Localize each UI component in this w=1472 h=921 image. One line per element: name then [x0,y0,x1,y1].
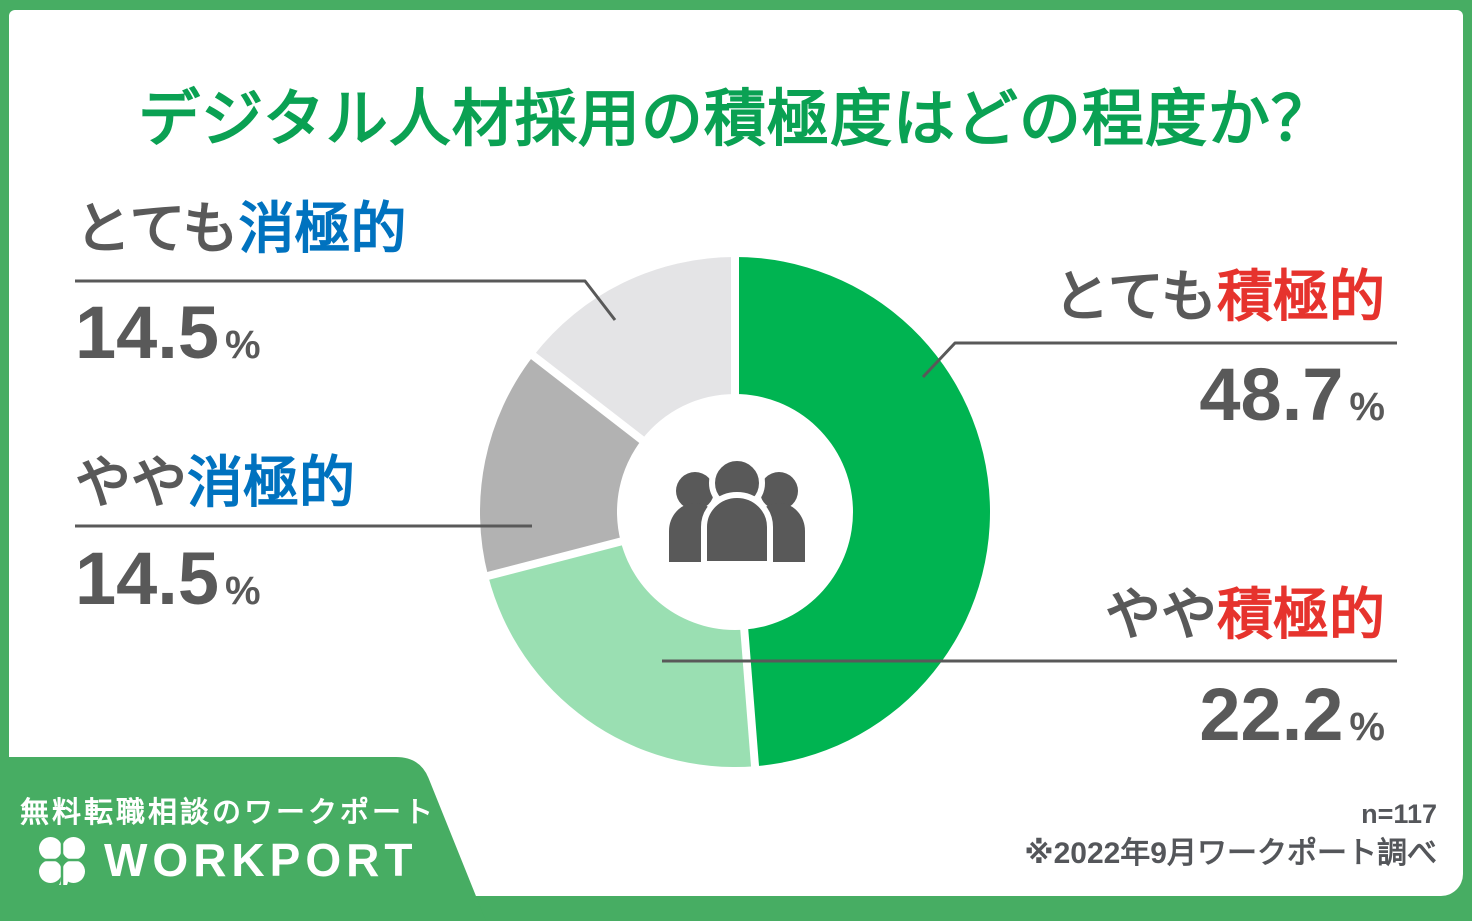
value-number: 14.5 [75,536,220,620]
callout-label: とても積極的 [1053,266,1385,328]
brand-wordmark: WORKPORT [104,834,418,886]
brand-logo: WORKPORT [36,833,417,887]
callout-somewhat-negative: やや消極的 14.5% [75,452,355,616]
callout-very-negative: とても消極的 14.5% [75,198,407,370]
sample-size: n=117 [1361,799,1437,829]
callout-label: やや積極的 [1105,584,1385,646]
label-prefix: とても [1053,265,1217,328]
value-unit: % [1349,704,1385,749]
callout-value: 14.5% [75,295,407,370]
value-unit: % [225,568,261,613]
label-suffix: 消極的 [238,197,407,260]
page-title: デジタル人材採用の積極度はどの程度か？ [138,85,1334,154]
callout-value: 22.2% [1105,677,1385,752]
footer-note: n=117 ※2022年9月ワークポート調べ [1024,798,1437,873]
label-suffix: 積極的 [1217,265,1385,328]
label-prefix: とても [75,197,239,260]
clover-icon [37,835,87,885]
callout-value: 14.5% [75,541,355,616]
label-suffix: 消極的 [187,451,355,514]
value-number: 14.5 [75,290,220,374]
callout-very-positive: とても積極的 48.7% [1053,266,1385,432]
value-unit: % [225,322,261,367]
value-unit: % [1349,384,1385,429]
source-note: ※2022年9月ワークポート調べ [1024,837,1437,871]
callout-label: やや消極的 [75,452,355,514]
callout-value: 48.7% [1053,357,1385,432]
banner-shape [0,757,486,921]
value-number: 48.7 [1199,352,1344,436]
callout-label: とても消極的 [75,198,407,260]
callout-somewhat-positive: やや積極的 22.2% [1105,584,1385,752]
label-prefix: やや [75,451,187,514]
value-number: 22.2 [1199,672,1344,756]
banner-tagline: 無料転職相談のワークポート [19,797,436,829]
brand-banner: 無料転職相談のワークポート WORKPORT [0,757,520,921]
label-suffix: 積極的 [1217,583,1385,646]
label-prefix: やや [1105,583,1217,646]
